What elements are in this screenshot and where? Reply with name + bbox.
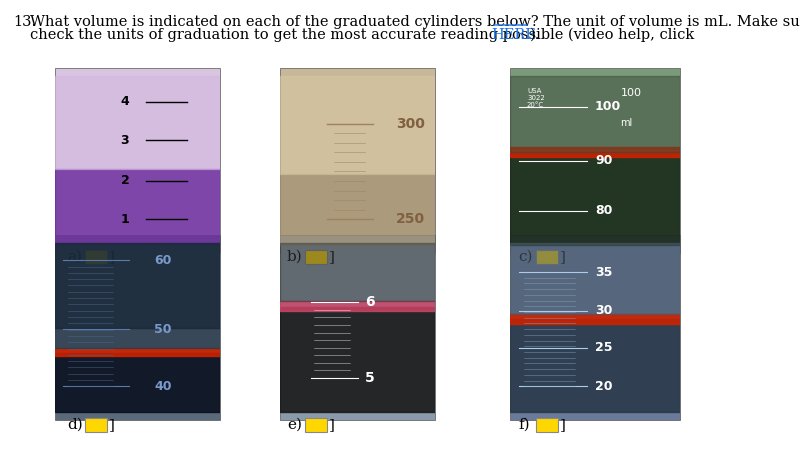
Text: 20: 20 bbox=[595, 380, 613, 393]
Bar bbox=[305, 418, 327, 432]
Bar bbox=[510, 319, 680, 412]
Bar bbox=[55, 76, 220, 169]
Text: ]: ] bbox=[329, 250, 335, 264]
Text: ]: ] bbox=[560, 250, 566, 264]
Bar bbox=[55, 68, 220, 253]
Bar bbox=[280, 68, 435, 253]
Bar bbox=[536, 418, 558, 432]
Text: c): c) bbox=[518, 250, 533, 264]
Bar bbox=[536, 250, 558, 264]
Text: 90: 90 bbox=[595, 154, 612, 167]
Text: ml: ml bbox=[621, 118, 633, 129]
Text: 3: 3 bbox=[121, 134, 130, 147]
Text: 5: 5 bbox=[366, 371, 375, 385]
Text: 13.: 13. bbox=[13, 15, 36, 29]
Bar bbox=[510, 152, 680, 245]
Bar bbox=[55, 243, 220, 327]
Bar bbox=[55, 353, 220, 412]
Text: 30: 30 bbox=[595, 304, 612, 317]
Text: a): a) bbox=[67, 250, 82, 264]
Bar bbox=[55, 327, 220, 348]
Text: d): d) bbox=[67, 418, 82, 432]
Bar bbox=[280, 243, 435, 301]
Bar bbox=[280, 307, 435, 412]
Text: 300: 300 bbox=[396, 116, 425, 131]
Text: e): e) bbox=[287, 418, 302, 432]
Text: 1: 1 bbox=[121, 213, 130, 226]
Text: ]: ] bbox=[109, 250, 115, 264]
Text: b): b) bbox=[287, 250, 302, 264]
Bar bbox=[510, 314, 680, 324]
Bar bbox=[55, 235, 220, 420]
Bar bbox=[510, 243, 680, 314]
Text: ).: ). bbox=[530, 28, 540, 42]
Text: 60: 60 bbox=[154, 254, 171, 267]
Text: 100: 100 bbox=[621, 88, 642, 98]
Bar bbox=[305, 250, 327, 264]
Text: check the units of graduation to get the most accurate reading possible (video h: check the units of graduation to get the… bbox=[30, 28, 699, 42]
Text: f): f) bbox=[518, 418, 530, 432]
Text: ]: ] bbox=[329, 418, 335, 432]
Bar bbox=[280, 174, 435, 245]
Text: 35: 35 bbox=[595, 266, 612, 278]
Text: 50: 50 bbox=[154, 323, 171, 336]
Text: What volume is indicated on each of the graduated cylinders below? The unit of v: What volume is indicated on each of the … bbox=[30, 15, 800, 29]
Bar bbox=[85, 418, 107, 432]
Text: ]: ] bbox=[560, 418, 566, 432]
Text: USA
3022
20°C: USA 3022 20°C bbox=[527, 88, 545, 108]
Bar bbox=[510, 68, 680, 253]
Bar bbox=[55, 169, 220, 245]
Bar bbox=[510, 235, 680, 420]
Text: 100: 100 bbox=[595, 100, 622, 113]
Bar bbox=[55, 348, 220, 356]
Bar bbox=[510, 147, 680, 157]
Text: 80: 80 bbox=[595, 204, 612, 218]
Text: HERE: HERE bbox=[491, 28, 536, 42]
Text: 6: 6 bbox=[366, 295, 375, 309]
Bar bbox=[280, 76, 435, 174]
Text: 25: 25 bbox=[595, 341, 613, 354]
Text: 4: 4 bbox=[121, 95, 130, 108]
Bar bbox=[510, 76, 680, 152]
Bar bbox=[280, 235, 435, 420]
Bar bbox=[85, 250, 107, 264]
Text: 2: 2 bbox=[121, 174, 130, 187]
Bar bbox=[280, 301, 435, 311]
Text: 40: 40 bbox=[154, 380, 171, 393]
Text: ]: ] bbox=[109, 418, 115, 432]
Text: 250: 250 bbox=[396, 212, 426, 227]
